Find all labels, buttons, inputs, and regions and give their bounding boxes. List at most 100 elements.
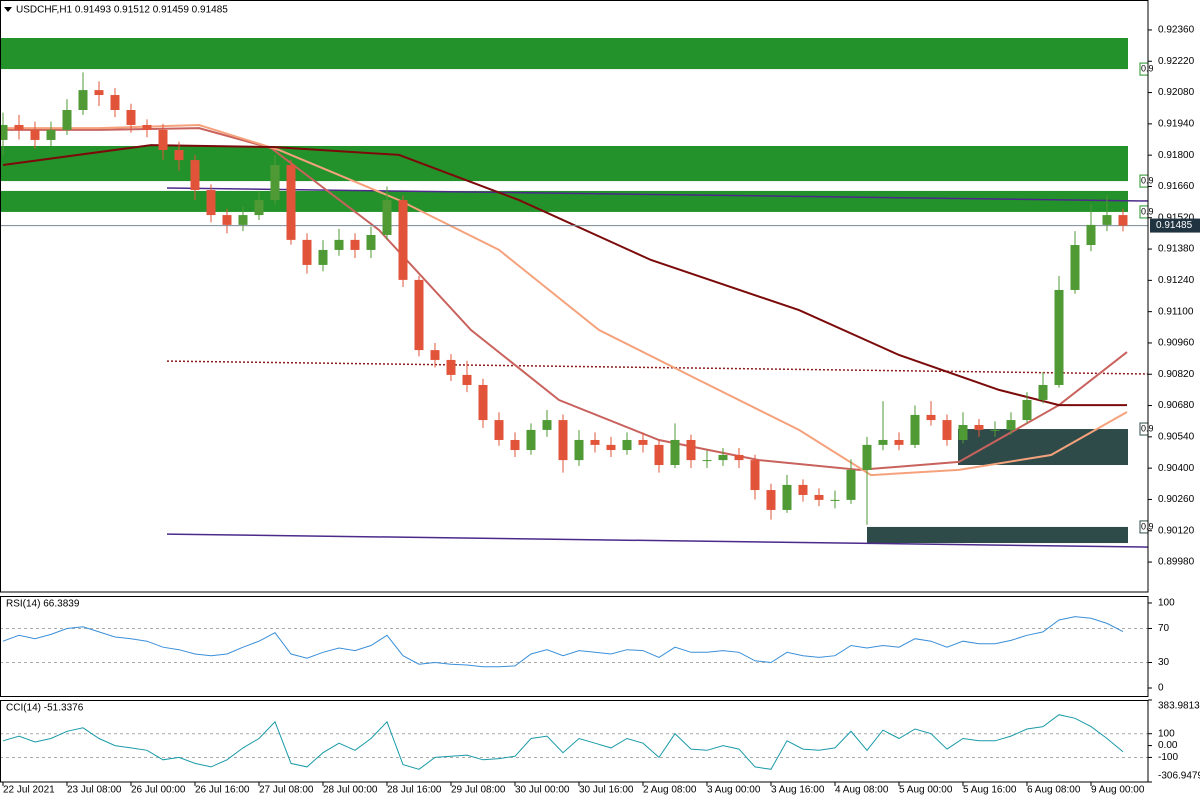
candle-body: [878, 439, 888, 445]
candle-body: [222, 215, 232, 225]
candle-body: [622, 439, 632, 451]
x-tick-label: 4 Aug 08:00: [835, 785, 889, 796]
candle-body: [830, 499, 840, 501]
y-tick-label: 0.91940: [1158, 118, 1195, 129]
candle-body: [206, 190, 216, 216]
candle-body: [1070, 245, 1080, 290]
y-tick-label: 30: [1158, 657, 1170, 668]
y-tick-label: 0.90260: [1158, 494, 1195, 505]
zone-label: 0.9: [1141, 206, 1154, 216]
candle-body: [270, 164, 280, 201]
indicator-line: [2, 714, 1124, 770]
candle-body: [1022, 399, 1032, 421]
x-tick-label: 30 Jul 00:00: [515, 785, 570, 796]
candle-body: [302, 239, 312, 265]
y-tick-label: 0.91240: [1158, 275, 1195, 286]
candle-body: [1038, 384, 1048, 400]
candle-body: [894, 439, 904, 445]
candle-body: [686, 439, 696, 461]
trend-line: [166, 533, 1149, 548]
candle-body: [174, 150, 184, 161]
zone-label: 0.9: [1141, 423, 1154, 433]
zone: [0, 190, 1128, 212]
y-tick-label: 0.90540: [1158, 431, 1195, 442]
candle-body: [478, 384, 488, 421]
y-tick-label: 0.92360: [1158, 25, 1195, 36]
candle-body: [366, 234, 376, 250]
candle-body: [350, 239, 360, 250]
x-tick-label: 27 Jul 08:00: [259, 785, 314, 796]
candle-body: [334, 239, 344, 250]
menu-arrow[interactable]: [4, 7, 12, 12]
candle-body: [382, 200, 392, 235]
candle-body: [670, 439, 680, 466]
candle-body: [814, 494, 824, 500]
indicator-line: [2, 616, 1124, 668]
plot-layer: 0.9 0.9 0.9 0.9 0.9: [0, 38, 1154, 770]
candle-body: [606, 444, 616, 451]
candle-body: [110, 95, 120, 110]
trend-line: [166, 187, 1149, 202]
candle-body: [398, 200, 408, 280]
candle-body: [750, 460, 760, 491]
y-tick-label: 0.92080: [1158, 87, 1195, 98]
candle-body: [638, 439, 648, 445]
x-tick-label: 29 Jul 08:00: [451, 785, 506, 796]
y-tick-label: 0.89980: [1158, 557, 1195, 568]
x-tick-label: 2 Aug 08:00: [643, 785, 697, 796]
x-tick-label: 28 Jul 16:00: [387, 785, 442, 796]
y-tick-label: 0.91520: [1158, 212, 1195, 223]
y-tick-label: 0: [1158, 683, 1164, 694]
last-price-label: 0.91485: [1156, 220, 1193, 231]
candle-body: [142, 124, 152, 130]
candle-body: [158, 129, 168, 151]
zone: [0, 38, 1128, 70]
candle-body: [78, 90, 88, 110]
rsi-frame: [0, 596, 1149, 697]
candle-body: [446, 359, 456, 375]
y-tick-label: 0.91100: [1158, 306, 1194, 317]
rsi-label: RSI(14) 66.3839: [6, 599, 80, 610]
cci-label: CCI(14) -51.3376: [6, 703, 84, 714]
candle-body: [846, 469, 856, 500]
candle-body: [1006, 420, 1016, 430]
candle-body: [542, 420, 552, 430]
y-tick-label: 0.00: [1158, 740, 1178, 751]
x-tick-label: 5 Aug 16:00: [963, 785, 1017, 796]
y-tick-label: -100: [1158, 752, 1178, 763]
x-tick-label: 30 Jul 16:00: [579, 785, 634, 796]
candle-body: [462, 374, 472, 385]
candle-body: [62, 109, 72, 130]
y-tick-label: 0.91800: [1158, 150, 1195, 161]
candle-body: [958, 424, 968, 440]
x-tick-label: 9 Aug 00:00: [1091, 785, 1145, 796]
x-tick-label: 23 Jul 08:00: [67, 785, 122, 796]
chart-header: USDCHF,H1 0.91493 0.91512 0.91459 0.9148…: [16, 5, 228, 16]
y-tick-label: 0.90120: [1158, 525, 1195, 536]
candle-body: [414, 279, 424, 351]
moving-average: [3, 127, 1128, 471]
y-tick-label: 100: [1158, 598, 1175, 609]
candle-body: [574, 439, 584, 461]
zone-label: 0.9: [1141, 521, 1154, 531]
y-tick-label: 100: [1158, 728, 1175, 739]
y-tick-label: 0.90820: [1158, 369, 1195, 380]
candle-body: [766, 490, 776, 510]
candle-body: [798, 484, 808, 495]
candle-body: [526, 429, 536, 451]
cci-frame: [0, 700, 1149, 783]
candle-body: [910, 414, 920, 445]
zone-label: 0.9: [1141, 63, 1154, 73]
candle-body: [942, 420, 952, 440]
zone: [0, 145, 1128, 182]
candle-body: [94, 90, 104, 96]
candle-body: [702, 460, 712, 462]
candle-body: [862, 444, 872, 470]
x-tick-label: 26 Jul 00:00: [131, 785, 186, 796]
trend-line: [166, 360, 1149, 375]
y-tick-label: 0.90960: [1158, 338, 1195, 349]
candle-body: [238, 215, 248, 225]
y-tick-label: 0.90400: [1158, 463, 1195, 474]
